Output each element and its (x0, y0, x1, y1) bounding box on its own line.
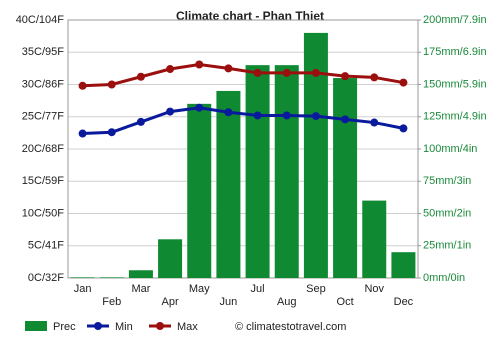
bar (128, 270, 153, 278)
point (399, 78, 408, 87)
y2-tick-label: 175mm/6.9in (423, 46, 487, 58)
bar (70, 277, 95, 278)
source: © climatestotravel.com (235, 321, 346, 333)
y2-tick-label: 50mm/2in (423, 207, 471, 219)
x-tick-label: Jun (220, 296, 238, 308)
bar (158, 239, 183, 278)
y2-tick-label: 0mm/0in (423, 272, 465, 284)
y2-tick-label: 25mm/1in (423, 240, 471, 252)
legend-swatch (94, 322, 102, 330)
point (341, 115, 350, 124)
legend-label: Min (115, 321, 133, 333)
point (253, 68, 262, 77)
x-tick-label: Feb (102, 296, 121, 308)
x-tick-label: Dec (394, 296, 414, 308)
bar (362, 200, 387, 278)
x-tick-label: Mar (131, 283, 150, 295)
y-tick-label: 40C/104F (16, 14, 65, 26)
point (282, 68, 291, 77)
legend-label: Max (177, 321, 198, 333)
line (82, 62, 404, 88)
bar (187, 103, 212, 278)
point (282, 111, 291, 120)
y-tick-label: 0C/32F (28, 272, 64, 284)
y-tick-label: 15C/59F (22, 175, 64, 187)
point (166, 107, 175, 116)
line (82, 106, 404, 136)
y2-tick-label: 100mm/4in (423, 143, 477, 155)
point (370, 73, 379, 82)
point (107, 128, 116, 137)
x-tick-label: Aug (277, 296, 297, 308)
x-tick-label: Jan (74, 283, 92, 295)
point (224, 64, 233, 73)
point (78, 129, 87, 138)
y-tick-label: 10C/50F (22, 207, 64, 219)
bar (245, 65, 270, 279)
x-tick-label: Jul (251, 283, 265, 295)
legend-label: Prec (53, 321, 76, 333)
bar (216, 90, 241, 278)
point (107, 80, 116, 89)
chart-title: Climate chart - Phan Thiet (176, 9, 324, 23)
y2-tick-label: 200mm/7.9in (423, 14, 487, 26)
point (311, 112, 320, 121)
y2-tick-label: 150mm/5.9in (423, 78, 487, 90)
y2-tick-label: 75mm/3in (423, 175, 471, 187)
point (311, 68, 320, 77)
point (224, 108, 233, 117)
point (399, 124, 408, 133)
y-tick-label: 20C/68F (22, 143, 64, 155)
point (136, 72, 145, 81)
point (166, 65, 175, 74)
legend-swatch (25, 321, 47, 331)
x-tick-label: Apr (162, 296, 179, 308)
y-tick-label: 30C/86F (22, 78, 64, 90)
point (136, 117, 145, 126)
point (370, 118, 379, 127)
bar (391, 252, 416, 278)
y-tick-label: 35C/95F (22, 46, 64, 58)
bar (333, 78, 358, 278)
plot-frame (67, 19, 419, 279)
y-tick-label: 25C/77F (22, 111, 64, 123)
point (195, 103, 204, 112)
point (195, 60, 204, 69)
y-tick-label: 5C/41F (28, 240, 64, 252)
bar (274, 65, 299, 279)
point (341, 72, 350, 81)
point (253, 111, 262, 120)
x-tick-label: May (189, 283, 210, 295)
x-tick-label: Oct (337, 296, 354, 308)
x-tick-label: Nov (364, 283, 384, 295)
y2-tick-label: 125mm/4.9in (423, 111, 487, 123)
bar (99, 277, 124, 278)
point (78, 81, 87, 90)
legend-swatch (156, 322, 164, 330)
x-tick-label: Sep (306, 283, 326, 295)
